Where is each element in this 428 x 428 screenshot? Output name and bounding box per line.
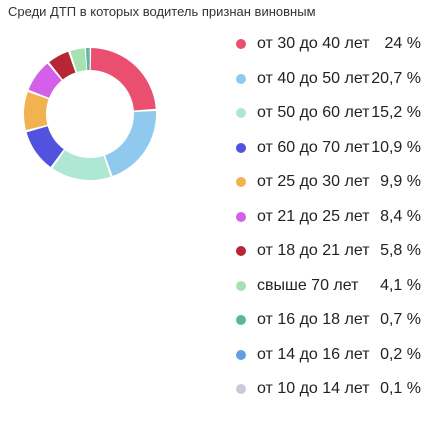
legend-color-dot: [236, 177, 246, 187]
legend-value: 15,2 %: [371, 104, 421, 121]
legend-value: 8,4 %: [380, 207, 421, 225]
donut-slice[interactable]: [105, 111, 156, 176]
legend-value: 4,1 %: [380, 276, 421, 294]
legend-label: от 10 до 14 лет: [257, 380, 370, 397]
legend-color-dot: [236, 142, 246, 153]
legend-item[interactable]: от 25 до 30 лет 9,9 %: [236, 172, 424, 207]
legend-value: 9,9 %: [380, 173, 421, 190]
legend-label: от 50 до 60 лет: [257, 104, 370, 121]
donut-slice[interactable]: [85, 48, 90, 71]
legend-value: 20,7 %: [371, 69, 421, 87]
legend-color-dot: [236, 108, 246, 118]
chart-title: Среди ДТП в которых водитель признан вин…: [8, 4, 316, 19]
legend-label: от 40 до 50 лет: [257, 69, 370, 87]
legend-item[interactable]: от 60 до 70 лет 10,9 %: [236, 138, 424, 173]
legend-value: 0,7 %: [380, 311, 421, 328]
legend-value: 0,1 %: [380, 380, 421, 397]
legend-item[interactable]: от 21 до 25 лет 8,4 %: [236, 207, 424, 242]
legend-color-dot: [236, 349, 246, 360]
legend-color-dot: [236, 384, 246, 394]
legend-value: 5,8 %: [380, 242, 421, 259]
legend-label: от 25 до 30 лет: [257, 173, 370, 190]
legend-label: от 21 до 25 лет: [257, 207, 370, 225]
legend-color-dot: [236, 73, 246, 84]
legend-label: свыше 70 лет: [257, 276, 359, 294]
legend-item[interactable]: от 14 до 16 лет 0,2 %: [236, 345, 424, 380]
legend-color-dot: [236, 211, 246, 222]
chart-legend: от 30 до 40 лет 24 % от 40 до 50 лет 20,7 %…: [236, 34, 424, 414]
donut-slice[interactable]: [70, 48, 87, 73]
legend-item[interactable]: от 10 до 14 лет 0,1 %: [236, 379, 424, 414]
donut-slice[interactable]: [24, 91, 49, 131]
legend-label: от 18 до 21 лет: [257, 242, 370, 259]
legend-item[interactable]: свыше 70 лет 4,1 %: [236, 276, 424, 311]
legend-value: 10,9 %: [371, 138, 421, 156]
donut-slice[interactable]: [90, 48, 156, 111]
legend-color-dot: [236, 246, 246, 256]
donut-chart: [24, 48, 156, 181]
legend-label: от 30 до 40 лет: [257, 35, 370, 52]
legend-value: 0,2 %: [380, 345, 421, 363]
legend-item[interactable]: от 40 до 50 лет 20,7 %: [236, 69, 424, 104]
legend-value: 24 %: [384, 35, 421, 52]
donut-slice[interactable]: [52, 150, 111, 181]
legend-item[interactable]: от 30 до 40 лет 24 %: [236, 34, 424, 69]
legend-item[interactable]: от 18 до 21 лет 5,8 %: [236, 241, 424, 276]
donut-slice[interactable]: [88, 48, 90, 71]
legend-color-dot: [236, 315, 246, 325]
legend-item[interactable]: от 50 до 60 лет 15,2 %: [236, 103, 424, 138]
donut-slice[interactable]: [49, 51, 76, 80]
legend-label: от 60 до 70 лет: [257, 138, 370, 156]
donut-slice[interactable]: [26, 126, 64, 167]
legend-item[interactable]: от 16 до 18 лет 0,7 %: [236, 310, 424, 345]
legend-label: от 14 до 16 лет: [257, 345, 370, 363]
legend-label: от 16 до 18 лет: [257, 311, 370, 328]
legend-color-dot: [236, 280, 246, 291]
legend-color-dot: [236, 39, 246, 49]
donut-slice[interactable]: [28, 63, 62, 98]
